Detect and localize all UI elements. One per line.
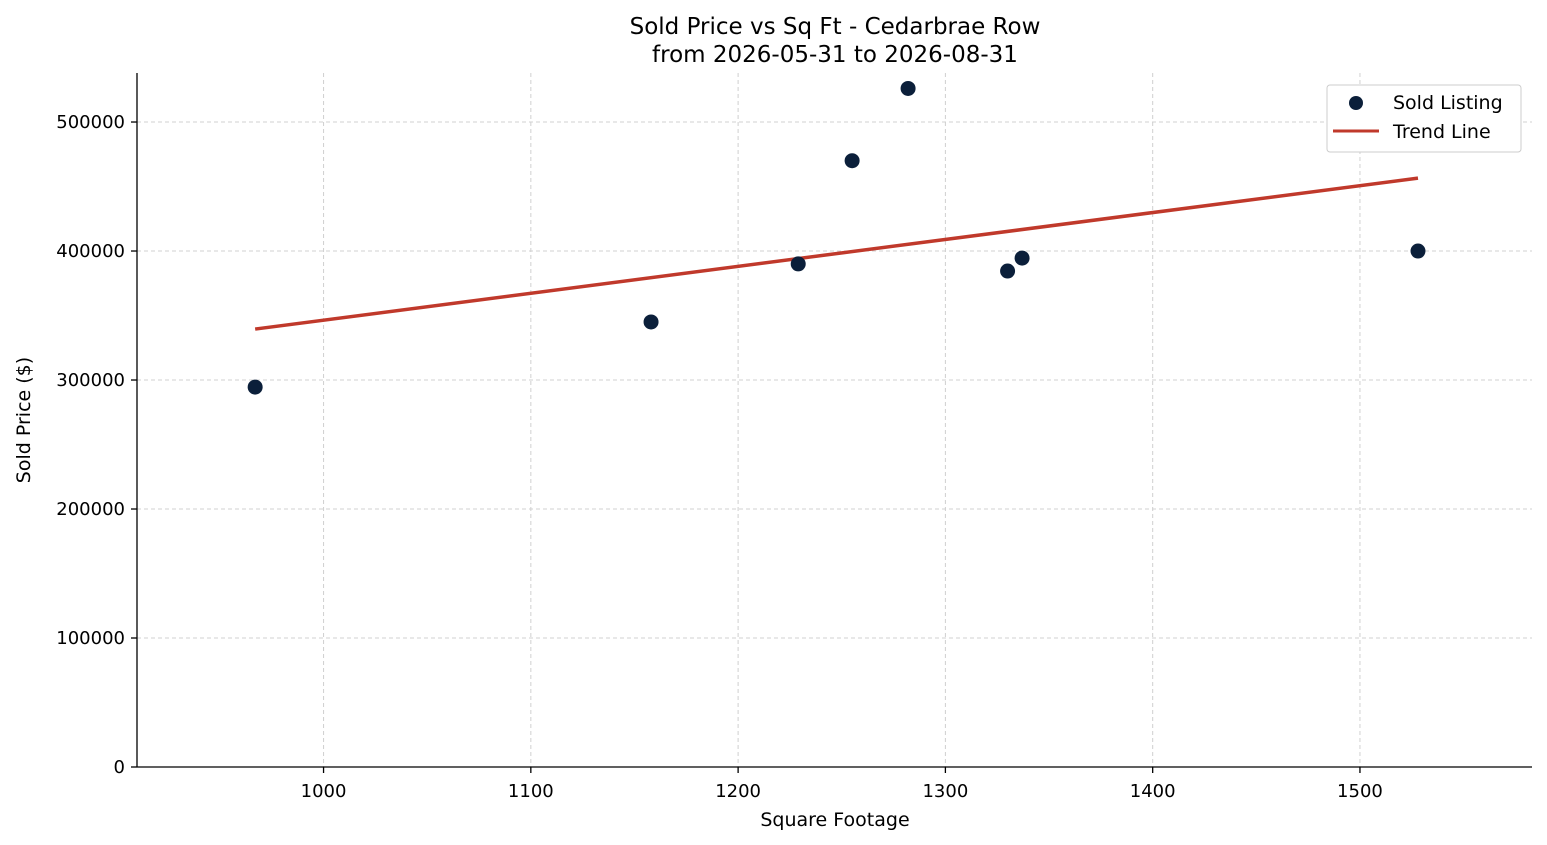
chart-title: Sold Price vs Sq Ft - Cedarbrae Row (630, 14, 1041, 40)
sold-listing-point (900, 80, 916, 96)
legend-label-trend-line: Trend Line (1392, 121, 1491, 143)
x-tick-label: 1300 (922, 781, 968, 802)
y-tick-label: 0 (114, 757, 125, 778)
chart-subtitle: from 2026-05-31 to 2026-08-31 (652, 42, 1018, 68)
scatter-points-layer (247, 80, 1426, 395)
y-ticks: 0 100000 200000 300000 400000 500000 (56, 112, 137, 778)
x-tick-label: 1500 (1337, 781, 1383, 802)
sold-listing-point (643, 314, 659, 330)
x-ticks: 1000 1100 1200 1300 1400 1500 (301, 767, 1383, 802)
sold-listing-point (247, 379, 263, 395)
sold-listing-point (1410, 243, 1426, 259)
legend: Sold Listing Trend Line (1326, 84, 1522, 153)
sold-listing-point (1014, 250, 1030, 266)
y-axis-label: Sold Price ($) (13, 357, 35, 483)
y-tick-label: 100000 (56, 628, 125, 649)
sold-listing-point (1000, 263, 1016, 279)
grid (137, 73, 1532, 767)
legend-label-sold-listing: Sold Listing (1393, 92, 1503, 114)
x-tick-label: 1400 (1130, 781, 1176, 802)
trend-line (254, 176, 1419, 331)
y-tick-label: 400000 (56, 241, 125, 262)
x-tick-label: 1200 (715, 781, 761, 802)
y-tick-label: 200000 (56, 499, 125, 520)
sold-listing-point (790, 256, 806, 272)
x-tick-label: 1100 (508, 781, 554, 802)
legend-marker-sold-listing (1349, 96, 1363, 110)
legend-box (1326, 84, 1522, 153)
x-axis-label: Square Footage (760, 809, 909, 831)
x-tick-label: 1000 (301, 781, 347, 802)
y-tick-label: 300000 (56, 370, 125, 391)
trend-line-layer (254, 176, 1419, 331)
y-tick-label: 500000 (56, 112, 125, 133)
sold-listing-point (844, 153, 860, 169)
